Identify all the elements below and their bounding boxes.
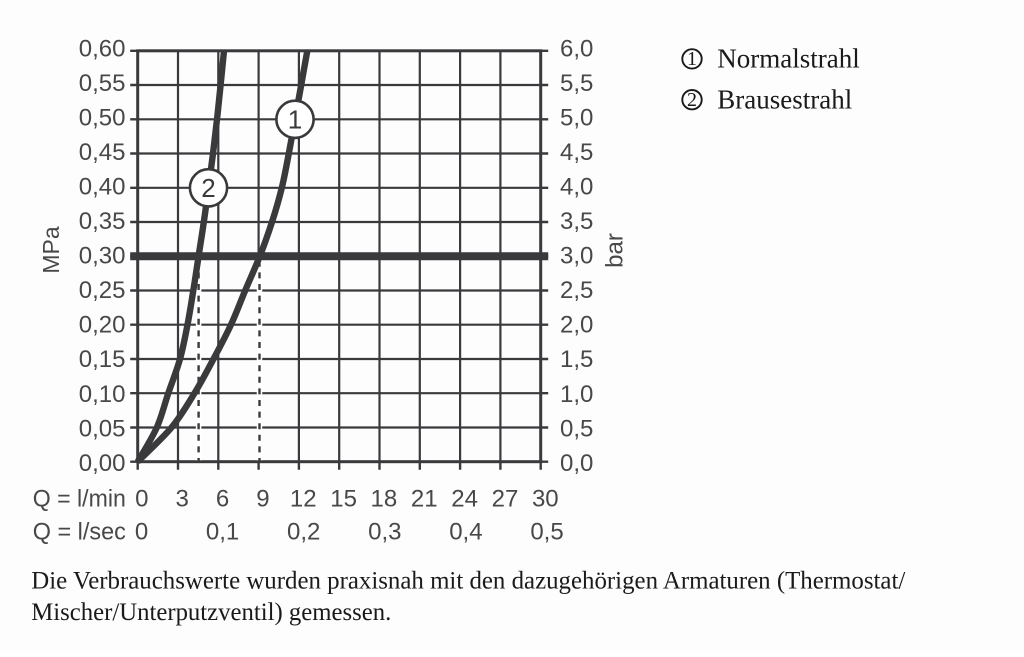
svg-text:0,45: 0,45 bbox=[79, 139, 126, 166]
svg-text:6: 6 bbox=[216, 485, 229, 512]
svg-text:1: 1 bbox=[687, 48, 697, 70]
svg-text:30: 30 bbox=[532, 485, 559, 512]
svg-text:1: 1 bbox=[288, 104, 302, 134]
svg-text:0,15: 0,15 bbox=[79, 346, 126, 373]
svg-text:0,00: 0,00 bbox=[79, 450, 126, 477]
svg-text:0: 0 bbox=[135, 518, 148, 545]
svg-text:1,5: 1,5 bbox=[560, 346, 593, 373]
svg-text:27: 27 bbox=[492, 485, 519, 512]
svg-text:6,0: 6,0 bbox=[560, 35, 593, 62]
svg-text:0,40: 0,40 bbox=[79, 174, 126, 201]
svg-text:0,1: 0,1 bbox=[206, 518, 239, 545]
svg-text:0,50: 0,50 bbox=[79, 104, 126, 131]
svg-text:1,0: 1,0 bbox=[560, 381, 593, 408]
svg-text:2: 2 bbox=[687, 89, 697, 111]
svg-text:0,35: 0,35 bbox=[79, 208, 126, 235]
svg-text:0,25: 0,25 bbox=[79, 277, 126, 304]
svg-text:15: 15 bbox=[330, 485, 357, 512]
svg-text:0,30: 0,30 bbox=[79, 243, 126, 270]
svg-text:3,5: 3,5 bbox=[560, 208, 593, 235]
svg-text:0,3: 0,3 bbox=[368, 518, 401, 545]
svg-text:Q = l/min: Q = l/min bbox=[33, 485, 126, 512]
svg-text:0,2: 0,2 bbox=[287, 518, 320, 545]
svg-text:0: 0 bbox=[135, 485, 148, 512]
svg-text:3,0: 3,0 bbox=[560, 243, 593, 270]
svg-text:5,0: 5,0 bbox=[560, 104, 593, 131]
svg-text:0,60: 0,60 bbox=[79, 35, 126, 62]
svg-text:5,5: 5,5 bbox=[560, 70, 593, 97]
svg-text:0,05: 0,05 bbox=[79, 415, 126, 442]
svg-text:0,20: 0,20 bbox=[79, 312, 126, 339]
svg-text:4,0: 4,0 bbox=[560, 174, 593, 201]
svg-text:Die Verbrauchswerte wurden pra: Die Verbrauchswerte wurden praxisnah mit… bbox=[31, 568, 905, 595]
svg-text:0,5: 0,5 bbox=[560, 415, 593, 442]
svg-text:0,10: 0,10 bbox=[79, 381, 126, 408]
svg-text:18: 18 bbox=[371, 485, 398, 512]
svg-text:2,0: 2,0 bbox=[560, 312, 593, 339]
svg-text:0,0: 0,0 bbox=[560, 450, 593, 477]
svg-text:4,5: 4,5 bbox=[560, 139, 593, 166]
svg-text:9: 9 bbox=[256, 485, 269, 512]
svg-text:Brausestrahl: Brausestrahl bbox=[717, 85, 852, 115]
svg-text:0,55: 0,55 bbox=[79, 70, 126, 97]
svg-text:21: 21 bbox=[411, 485, 438, 512]
svg-text:MPa: MPa bbox=[38, 226, 64, 274]
svg-text:2,5: 2,5 bbox=[560, 277, 593, 304]
svg-text:Normalstrahl: Normalstrahl bbox=[717, 44, 859, 74]
svg-text:3: 3 bbox=[176, 485, 189, 512]
svg-text:Mischer/Unterputzventil) gemes: Mischer/Unterputzventil) gemessen. bbox=[31, 599, 391, 626]
svg-text:0,5: 0,5 bbox=[530, 518, 563, 545]
svg-text:24: 24 bbox=[451, 485, 478, 512]
svg-text:bar: bar bbox=[602, 233, 629, 268]
svg-text:2: 2 bbox=[201, 173, 215, 203]
svg-text:12: 12 bbox=[290, 485, 317, 512]
svg-text:Q = l/sec: Q = l/sec bbox=[33, 518, 126, 545]
svg-text:0,4: 0,4 bbox=[449, 518, 482, 545]
